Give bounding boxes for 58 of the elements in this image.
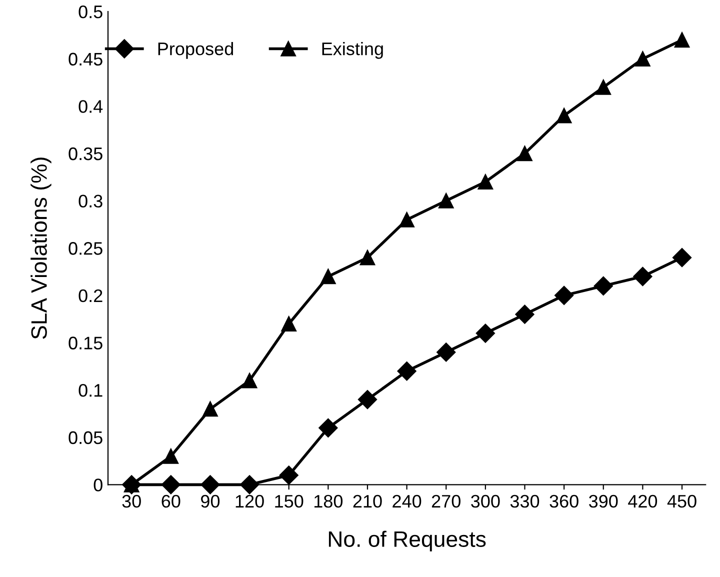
point	[360, 250, 376, 266]
x-tick-label: 240	[392, 494, 422, 508]
x-tick-label: 210	[353, 494, 382, 508]
point	[554, 286, 574, 305]
point	[358, 390, 378, 410]
point	[633, 266, 652, 286]
y-tick-label: 0.45	[68, 52, 102, 66]
point	[161, 475, 180, 494]
y-tick-label: 0.15	[68, 336, 102, 350]
point	[320, 268, 336, 284]
x-tick-label: 450	[667, 494, 696, 508]
point	[515, 304, 534, 324]
point	[436, 342, 456, 362]
y-tick-label: 0.05	[68, 431, 102, 444]
point	[556, 108, 572, 124]
x-tick-label: 300	[471, 494, 500, 508]
y-tick-label: 0.1	[78, 384, 102, 397]
x-tick-label: 270	[432, 494, 460, 508]
point	[672, 248, 692, 268]
point	[163, 448, 179, 464]
point	[596, 80, 612, 95]
x-tick-label: 150	[275, 494, 304, 508]
y-tick-label: 0.35	[68, 147, 102, 160]
x-tick-label: 90	[201, 494, 220, 508]
x-tick-label: 330	[510, 494, 540, 508]
legend-label: Existing	[322, 42, 383, 59]
point	[478, 174, 494, 190]
point	[397, 362, 416, 381]
point	[242, 372, 258, 388]
point	[674, 32, 690, 48]
x-tick-label: 60	[162, 494, 180, 508]
y-tick-label: 0.5	[78, 5, 102, 18]
y-axis-title: SLA Violations (%)	[30, 158, 52, 339]
point	[399, 212, 414, 228]
point	[202, 401, 218, 417]
point	[594, 276, 613, 296]
x-tick-label: 180	[314, 494, 343, 508]
y-tick-label: 0.3	[78, 194, 102, 208]
point	[200, 475, 220, 494]
x-axis-title: No. of Requests	[328, 530, 486, 552]
point	[281, 316, 296, 332]
point	[318, 418, 338, 438]
point	[438, 193, 454, 208]
y-tick-label: 0	[94, 478, 102, 492]
y-tick-label: 0.2	[78, 289, 102, 302]
point	[240, 475, 260, 494]
y-tick-label: 0.25	[68, 242, 102, 255]
x-tick-label: 390	[589, 494, 618, 508]
x-tick-label: 420	[628, 494, 658, 508]
point	[635, 51, 650, 66]
point	[476, 324, 495, 343]
x-tick-label: 120	[236, 494, 264, 508]
x-tick-label: 30	[122, 494, 141, 508]
point	[279, 466, 298, 485]
x-tick-label: 360	[550, 494, 578, 508]
y-tick-label: 0.4	[78, 100, 103, 113]
legend-label: Proposed	[158, 42, 234, 59]
point	[517, 146, 532, 162]
